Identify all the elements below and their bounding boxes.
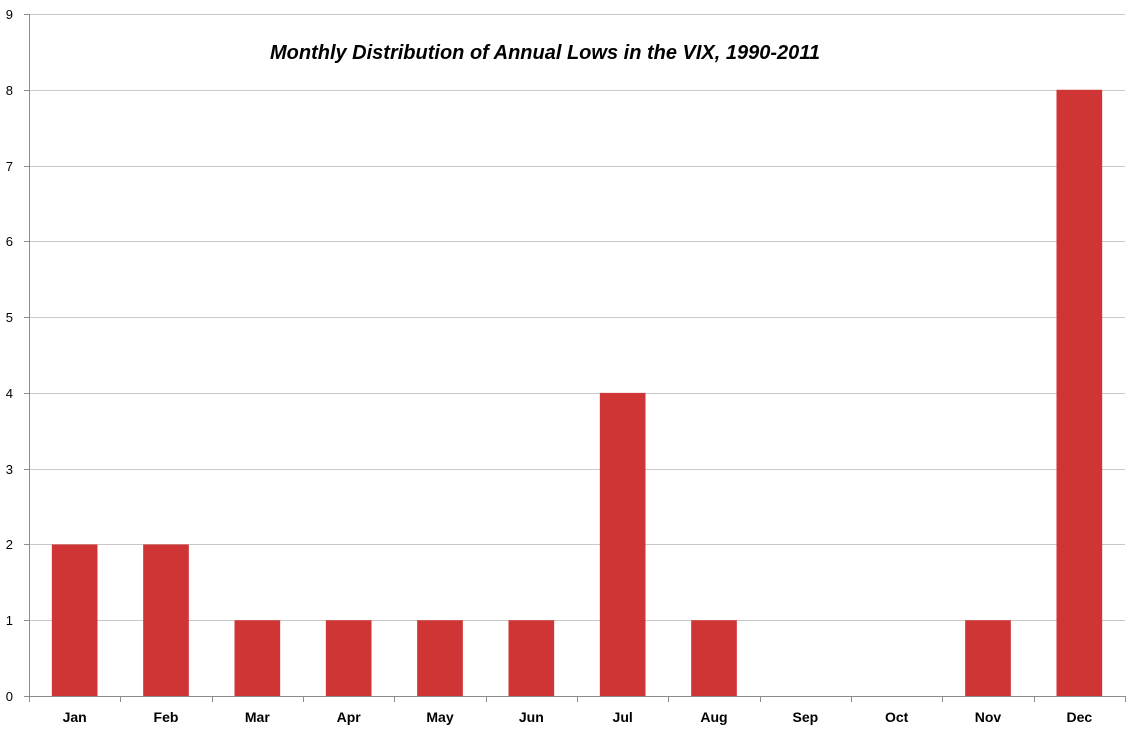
x-tick-label: Aug — [700, 709, 727, 725]
y-tick-label: 5 — [6, 310, 13, 325]
x-tick-label: Dec — [1066, 709, 1092, 725]
x-tick-label: Nov — [975, 709, 1002, 725]
y-tick-label: 4 — [6, 386, 13, 401]
bar-nov — [965, 620, 1011, 696]
y-tick-labels: 0 1 2 3 4 5 6 7 8 9 — [6, 7, 13, 704]
bar-may — [417, 620, 463, 696]
axes — [24, 14, 1126, 702]
bars — [51, 89, 1103, 697]
bar-feb — [143, 544, 189, 696]
x-tick-label: Jul — [613, 709, 633, 725]
x-tick-label: Oct — [885, 709, 909, 725]
bar-jun — [508, 620, 555, 696]
x-tick-label: Jan — [63, 709, 87, 725]
y-tick-label: 7 — [6, 159, 13, 174]
x-tick-labels: Jan Feb Mar Apr May Jun Jul Aug Sep Oct Nov Dec — [63, 709, 1093, 725]
bar-jul — [599, 392, 646, 696]
x-tick-label: Mar — [245, 709, 270, 725]
bar-dec — [1056, 89, 1103, 697]
y-tick-label: 9 — [6, 7, 13, 22]
chart-title: Monthly Distribution of Annual Lows in t… — [270, 42, 820, 64]
y-tick-label: 6 — [6, 234, 13, 249]
bar-apr — [325, 620, 372, 696]
x-tick-label: Feb — [154, 709, 179, 725]
bar-aug — [691, 620, 737, 696]
y-tick-label: 3 — [6, 462, 13, 477]
bar-mar — [234, 620, 281, 696]
y-tick-label: 8 — [6, 83, 13, 98]
y-tick-label: 1 — [6, 613, 13, 628]
x-tick-label: Apr — [337, 709, 362, 725]
x-tick-label: Jun — [519, 709, 544, 725]
gridlines — [29, 14, 1125, 621]
y-tick-label: 0 — [6, 689, 13, 704]
x-tick-label: May — [426, 709, 453, 725]
bar-jan — [51, 544, 98, 696]
x-tick-label: Sep — [792, 709, 818, 725]
y-tick-label: 2 — [6, 537, 13, 552]
